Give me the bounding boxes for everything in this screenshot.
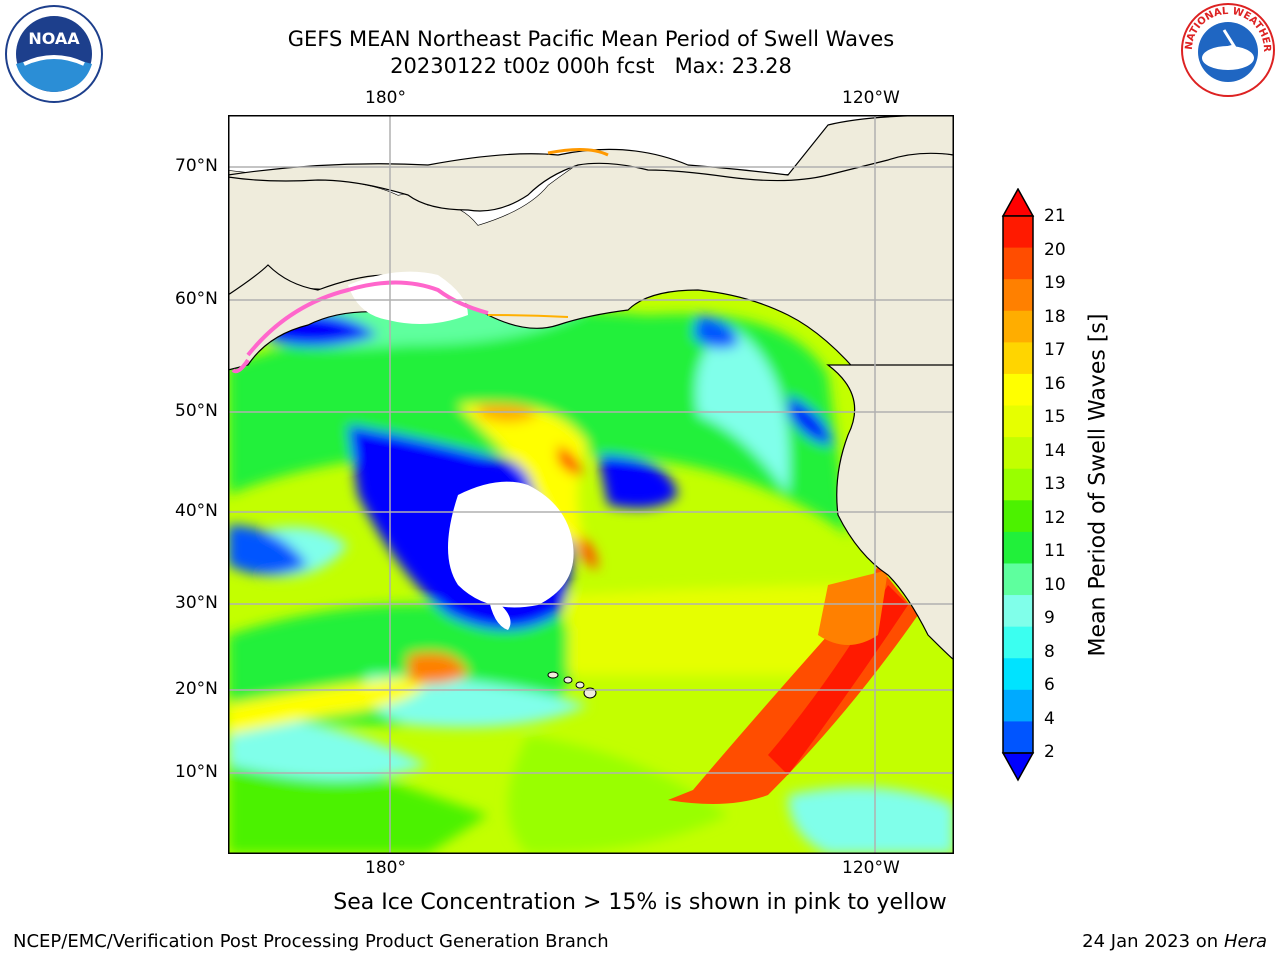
nws-logo: NATIONAL WEATHER SERVICE [1174,0,1278,100]
colorbar-bin [1003,247,1033,280]
footer-date: 24 Jan 2023 on Hera [1082,931,1267,952]
colorbar-tick: 11 [1044,541,1066,561]
chart-subtitle: 20230122 t00z 000h fcst Max: 23.28 [390,54,792,78]
colorbar-bin [1003,437,1033,470]
footer-branch: NCEP/EMC/Verification Post Processing Pr… [13,931,609,952]
colorbar-bin [1003,595,1033,628]
lat-tick-10n: 10°N [175,762,218,782]
colorbar-tick: 9 [1044,608,1055,628]
colorbar-bin [1003,531,1033,564]
colorbar-tick: 10 [1044,575,1066,595]
colorbar-bin [1003,689,1033,722]
colorbar-tick: 21 [1044,206,1066,226]
colorbar-tick: 12 [1044,508,1066,528]
colorbar-bin [1003,468,1033,501]
colorbar-bin [1003,721,1033,754]
colorbar-tick: 15 [1044,407,1066,427]
sea-ice-note: Sea Ice Concentration > 15% is shown in … [333,890,947,915]
colorbar-bin [1003,626,1033,659]
colorbar-bin [1003,342,1033,375]
colorbar-tick: 17 [1044,340,1066,360]
footer-host: Hera [1223,931,1267,952]
colorbar-bin [1003,216,1033,249]
colorbar-tick: 2 [1044,742,1055,762]
colorbar-under-arrow [1001,752,1035,782]
colorbar-ticks: 21 20 19 18 17 16 15 14 13 12 11 10 9 8 … [1044,188,1084,782]
lat-tick-60n: 60°N [175,289,218,309]
colorbar-over-arrow [1001,188,1035,217]
colorbar-bin [1003,563,1033,596]
colorbar-tick: 14 [1044,441,1066,461]
colorbar-tick: 8 [1044,642,1055,662]
colorbar-tick: 4 [1044,709,1055,729]
colorbar-frame [1002,215,1034,754]
colorbar-bin [1003,373,1033,407]
noaa-logo: NOAA [4,2,104,106]
top-tick-120w: 120°W [842,88,900,108]
colorbar-bin [1003,405,1033,438]
noaa-logo-text: NOAA [28,29,80,48]
colorbar [1001,188,1035,782]
chart-title: GEFS MEAN Northeast Pacific Mean Period … [287,27,895,51]
lat-tick-40n: 40°N [175,501,218,521]
top-tick-180: 180° [365,88,406,108]
bottom-tick-180: 180° [365,858,406,878]
lat-tick-20n: 20°N [175,679,218,699]
colorbar-tick: 20 [1044,240,1066,260]
colorbar-bin [1003,500,1033,533]
colorbar-label: Mean Period of Swell Waves [s] [1085,313,1111,657]
map-gridlines [228,115,954,854]
colorbar-tick: 16 [1044,374,1066,394]
colorbar-tick: 19 [1044,273,1066,293]
colorbar-tick: 18 [1044,307,1066,327]
lat-tick-70n: 70°N [175,156,218,176]
bottom-tick-120w: 120°W [842,858,900,878]
lat-tick-30n: 30°N [175,593,218,613]
colorbar-bin [1003,279,1033,312]
storm-center-patch [448,481,574,608]
colorbar-bin [1003,310,1033,343]
map-frame [228,115,954,854]
swell-period-map [228,115,954,854]
colorbar-tick: 13 [1044,474,1066,494]
footer-date-text: 24 Jan 2023 on [1082,931,1224,952]
colorbar-tick: 6 [1044,675,1055,695]
colorbar-bin [1003,658,1033,691]
lat-tick-50n: 50°N [175,401,218,421]
